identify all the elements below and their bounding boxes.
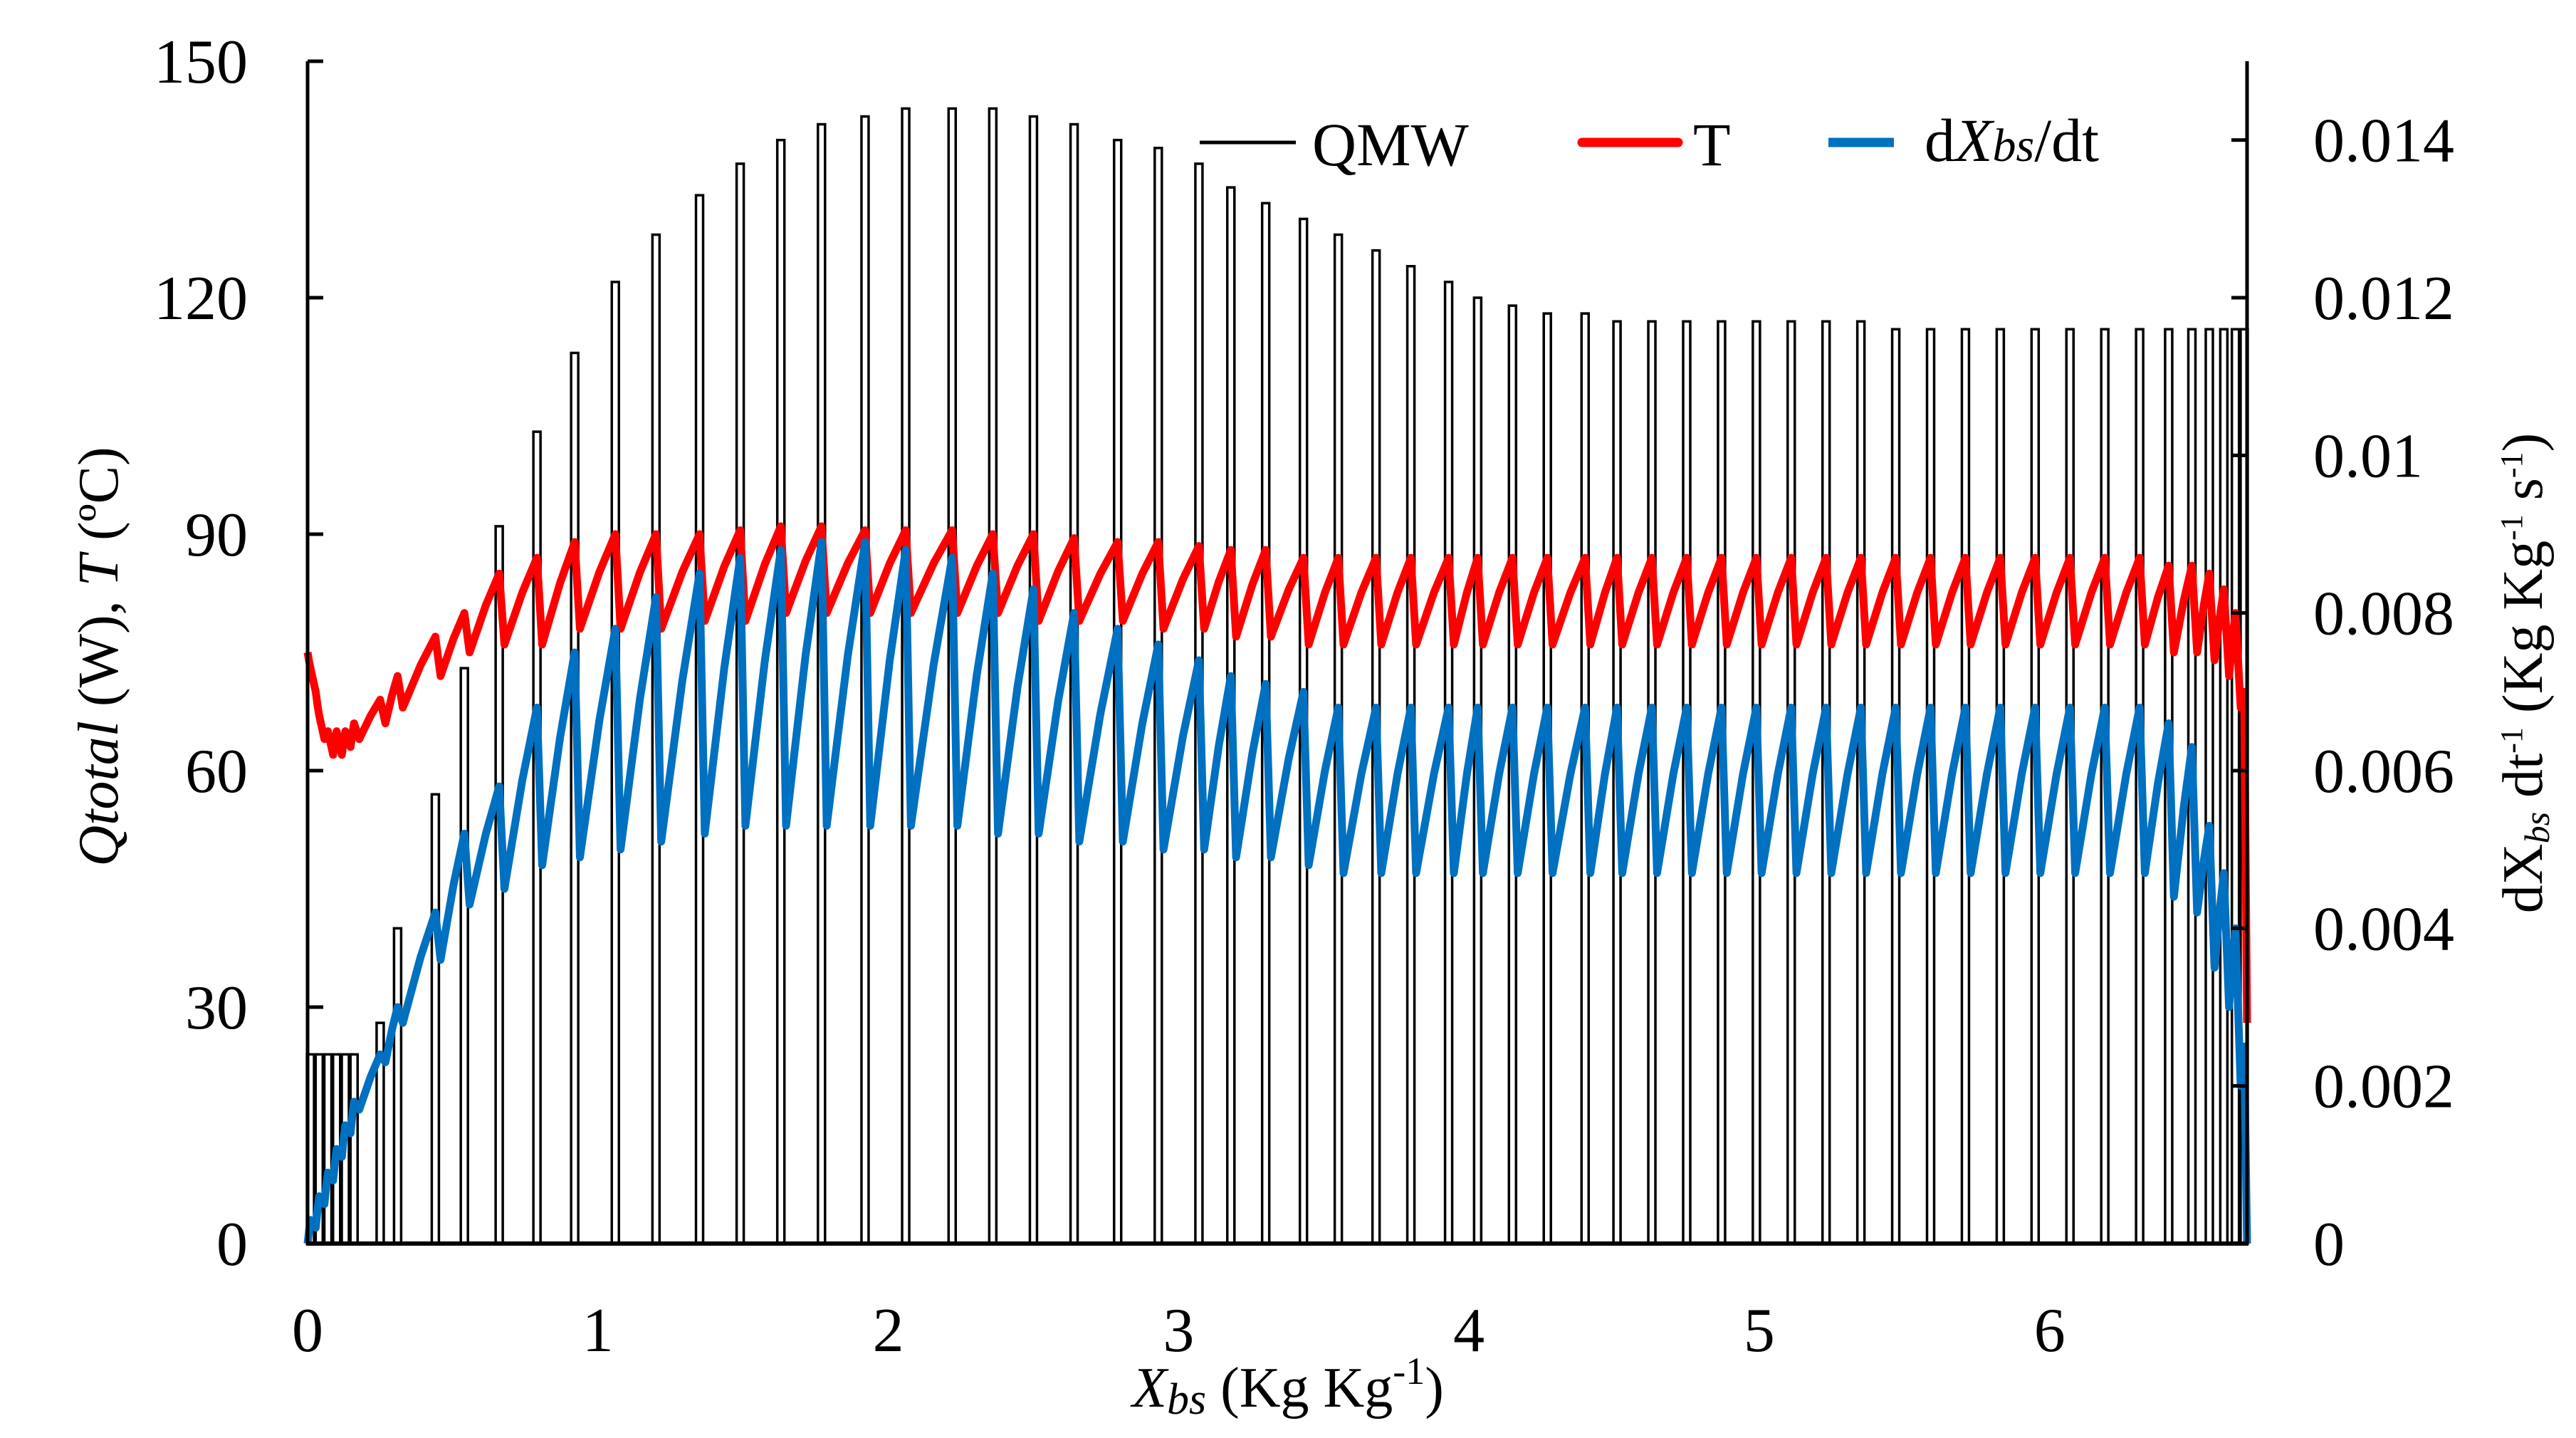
right-y-tick-label: 0.004 <box>2313 895 2454 964</box>
qmw-pulse <box>349 1053 359 1244</box>
left-y-tick-label: 60 <box>185 737 248 806</box>
legend: QMW T dXbs/dt <box>1200 106 2099 179</box>
t-series-line <box>303 522 2251 1023</box>
dxbs-dt-series-line <box>303 538 2251 1244</box>
qmw-pulse <box>314 1053 325 1244</box>
qmw-pulse <box>323 1053 333 1244</box>
x-axis-title: Xbs (Kg Kg-1) <box>1130 1350 1444 1424</box>
x-tick-label: 6 <box>2034 1296 2065 1365</box>
qmw-pulse <box>2204 328 2214 1244</box>
axis-ticks: 030609012015000.0020.0040.0060.0080.010.… <box>154 28 2454 1365</box>
qmw-pulse <box>2219 328 2229 1244</box>
legend-dxdt-label: dXbs/dt <box>1925 106 2099 174</box>
x-tick-label: 0 <box>292 1296 323 1365</box>
right-y-tick-label: 0.01 <box>2313 422 2423 491</box>
left-y-tick-label: 120 <box>154 264 248 333</box>
right-y-tick-label: 0.012 <box>2313 264 2454 333</box>
qmw-pulse <box>375 1021 385 1244</box>
x-tick-label: 4 <box>1453 1296 1485 1365</box>
x-tick-label: 2 <box>873 1296 904 1365</box>
right-y-tick-label: 0.006 <box>2313 737 2454 806</box>
left-y-tick-label: 90 <box>185 501 248 570</box>
left-y-tick-label: 30 <box>185 974 248 1043</box>
legend-qmw-label: QMW <box>1312 110 1469 179</box>
left-y-tick-label: 150 <box>154 28 248 97</box>
x-tick-label: 5 <box>1744 1296 1775 1365</box>
qmw-pulse <box>2230 328 2241 1244</box>
legend-t-label: T <box>1693 110 1731 179</box>
x-tick-label: 3 <box>1163 1296 1194 1365</box>
right-y-axis-title: dXbs dt-1 (Kg Kg-1 s-1) <box>2492 433 2557 913</box>
right-y-tick-label: 0.014 <box>2313 107 2454 176</box>
qmw-pulse <box>392 927 403 1244</box>
right-y-tick-label: 0 <box>2313 1210 2345 1279</box>
qmw-pulse <box>430 793 441 1244</box>
qmw-pulse <box>459 667 469 1244</box>
left-y-axis-title: Qtotal (W), T (ºC) <box>68 447 130 866</box>
qmw-series <box>305 107 2249 1244</box>
right-y-tick-label: 0.002 <box>2313 1053 2454 1122</box>
x-tick-label: 1 <box>582 1296 614 1365</box>
right-y-tick-label: 0.008 <box>2313 580 2454 649</box>
left-y-tick-label: 0 <box>216 1210 248 1279</box>
